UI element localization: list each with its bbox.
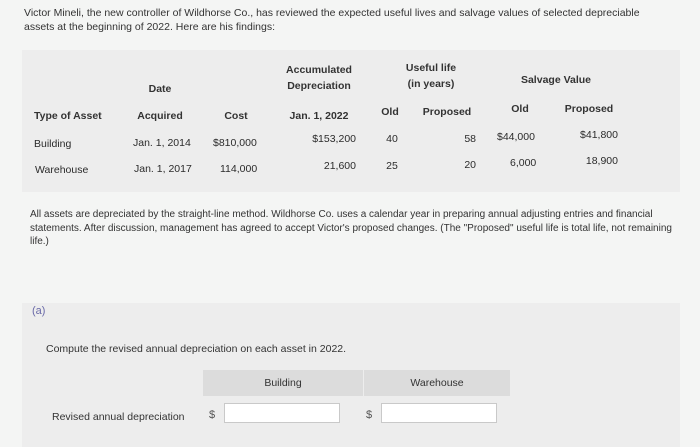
revised-depreciation-label: Revised annual depreciation (52, 411, 185, 423)
header-useful-life-line2: (in years) (407, 78, 455, 90)
row-building-date: Jan. 1, 2014 (133, 137, 191, 149)
header-accum-line3: Jan. 1, 2022 (289, 110, 349, 122)
header-cost: Cost (224, 110, 248, 122)
column-header-building: Building (203, 370, 363, 396)
row-warehouse-life-old: 25 (386, 160, 398, 172)
part-instruction: Compute the revised annual depreciation … (46, 343, 347, 355)
header-salvage-old: Old (511, 103, 529, 115)
column-header-warehouse: Warehouse (364, 370, 510, 396)
building-depreciation-input[interactable] (225, 405, 339, 423)
row-building-salvage-old: $44,000 (497, 131, 535, 143)
part-label: (a) (32, 305, 46, 317)
header-type-of-asset: Type of Asset (34, 110, 102, 122)
header-accum-line1: Accumulated (286, 64, 352, 76)
row-warehouse-accum: 21,600 (323, 160, 356, 172)
row-building-accum: $153,200 (312, 133, 356, 145)
row-building-life-old: 40 (386, 133, 398, 145)
building-answer-box (224, 403, 340, 423)
row-warehouse-salvage-old: 6,000 (510, 157, 537, 169)
row-building-life-proposed: 58 (464, 133, 476, 145)
header-useful-life-line1: Useful life (405, 62, 457, 74)
warehouse-depreciation-input[interactable] (382, 405, 496, 423)
header-salvage-proposed: Proposed (564, 103, 614, 115)
row-warehouse-type: Warehouse (35, 164, 89, 176)
row-building-salvage-proposed: $41,800 (580, 129, 618, 141)
row-warehouse-date: Jan. 1, 2017 (134, 163, 192, 175)
row-warehouse-life-proposed: 20 (464, 159, 476, 171)
header-date-line1: Date (148, 83, 172, 95)
problem-intro: Victor Mineli, the new controller of Wil… (24, 7, 640, 33)
asset-table (22, 50, 680, 192)
header-useful-old: Old (381, 106, 399, 118)
header-accum-line2: Depreciation (287, 80, 351, 92)
row-warehouse-salvage-proposed: 18,900 (585, 155, 618, 167)
row-building-cost: $810,000 (213, 137, 257, 149)
problem-notes: All assets are depreciated by the straig… (30, 209, 672, 247)
row-warehouse-cost: 114,000 (220, 163, 258, 175)
header-useful-proposed: Proposed (422, 106, 472, 118)
row-building-type: Building (34, 138, 72, 150)
warehouse-answer-box (381, 403, 497, 423)
header-date-line2: Acquired (137, 110, 183, 122)
building-currency-symbol: $ (209, 409, 216, 421)
header-salvage-value: Salvage Value (520, 74, 592, 86)
warehouse-currency-symbol: $ (366, 409, 373, 421)
